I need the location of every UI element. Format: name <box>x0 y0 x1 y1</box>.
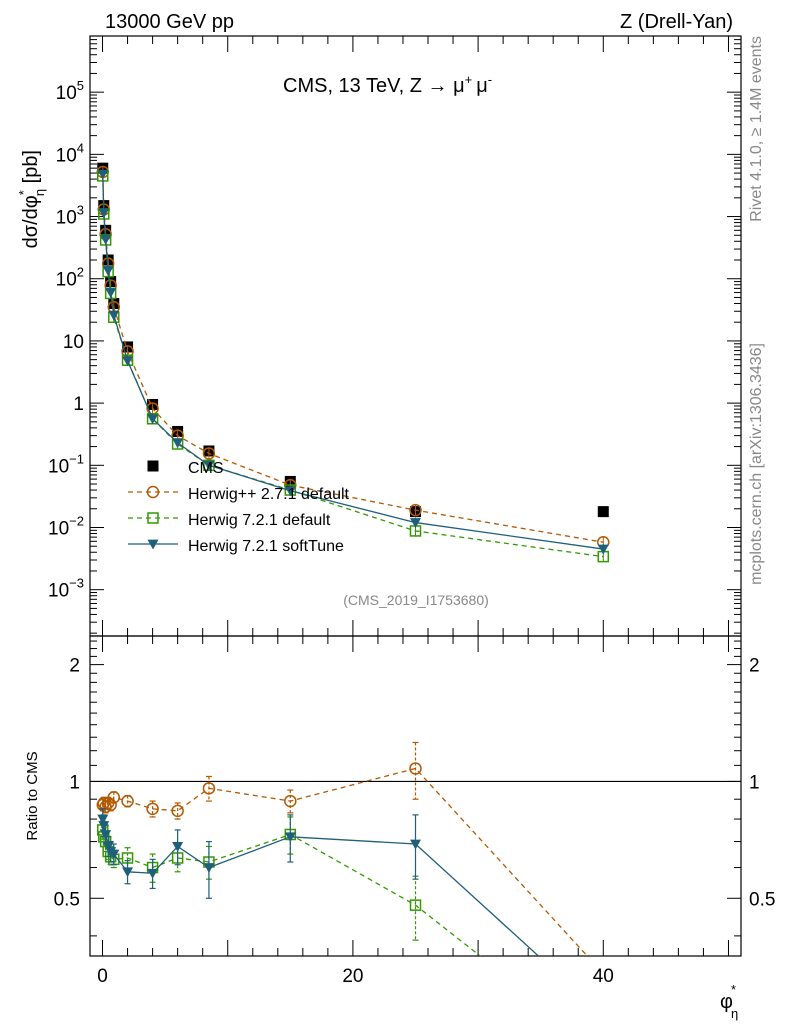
data-point <box>172 438 184 449</box>
ratio-series-herwig-2-7-1-default <box>96 741 589 956</box>
legend-marker <box>146 485 160 499</box>
y-axis-label: dσ/dφ*η [pb] <box>16 150 47 248</box>
x-tick-label: 40 <box>593 966 614 987</box>
series-herwig-7-2-1-softtune <box>97 169 609 555</box>
series-line <box>102 175 604 558</box>
data-point <box>410 518 421 529</box>
header-right: Z (Drell-Yan) <box>620 11 733 33</box>
ratio-axis-ticks: 2 2 1 1 0.5 0.5 0 20 40 <box>54 636 775 987</box>
legend-marker <box>147 512 159 524</box>
ratio-point <box>108 849 120 860</box>
data-point <box>105 288 117 299</box>
ratio-series-herwig-7-2-1-softtune <box>97 808 609 1021</box>
ratio-y-tick-label: 2 <box>69 656 80 677</box>
ratio-point <box>284 794 297 808</box>
series-line <box>102 171 604 543</box>
legend-label: CMS <box>188 460 224 477</box>
data-point <box>100 234 112 245</box>
legend-label: Herwig++ 2.7.1 default <box>188 486 350 503</box>
series-line <box>102 174 604 550</box>
legend-marker <box>147 539 159 550</box>
legend-label: Herwig 7.2.1 default <box>188 512 331 529</box>
ratio-y-tick-label-right: 2 <box>749 656 760 677</box>
x-axis-label: φ* η <box>720 982 738 1021</box>
ratio-point <box>284 832 296 843</box>
y-tick-label: 105 <box>56 78 84 104</box>
legend: CMS Herwig++ 2.7.1 default Herwig 7.2.1 de… <box>128 460 350 555</box>
ratio-point <box>202 782 216 795</box>
ratio-point <box>146 802 159 816</box>
x-tick-label: 0 <box>97 966 108 987</box>
legend-label: Herwig 7.2.1 softTune <box>188 538 344 555</box>
main-series-layer <box>96 162 610 563</box>
ratio-y-tick-label-right: 0.5 <box>749 889 775 910</box>
header-left: 13000 GeV pp <box>105 11 234 33</box>
data-point <box>102 266 114 277</box>
ratio-point <box>104 798 117 812</box>
ratio-series-layer <box>96 741 609 1021</box>
data-point <box>202 447 216 460</box>
data-point <box>122 356 134 367</box>
data-point <box>597 544 609 555</box>
ratio-point <box>598 1011 609 1021</box>
y-tick-label: 1 <box>73 394 84 415</box>
y-tick-label: 104 <box>56 140 84 166</box>
x-tick-label: 20 <box>342 966 363 987</box>
rivet-version-label: Rivet 4.1.0, ≥ 1.4M events <box>748 36 765 222</box>
mcplots-label: mcplots.cern.ch [arXiv:1306.3436] <box>748 343 765 585</box>
legend-entry: Herwig++ 2.7.1 default <box>128 485 350 503</box>
y-tick-label: 103 <box>56 203 84 229</box>
series-herwig-7-2-1-default <box>97 170 610 563</box>
ratio-point <box>409 899 422 911</box>
ratio-y-tick-label-right: 1 <box>749 772 760 793</box>
ratio-series-herwig-7-2-1-default <box>97 816 482 956</box>
y-tick-label: 10 <box>63 332 84 353</box>
data-point <box>108 310 120 321</box>
y-tick-label: 102 <box>56 265 84 291</box>
legend-entry: Herwig 7.2.1 softTune <box>128 538 344 555</box>
data-point <box>97 169 109 180</box>
ratio-y-axis-label: Ratio to CMS <box>24 751 41 840</box>
ratio-point <box>409 762 422 775</box>
chart-title: CMS, 13 TeV, Z → μ+ μ- <box>283 72 492 97</box>
ratio-point <box>172 842 184 852</box>
data-point <box>597 506 609 518</box>
data-point <box>284 486 296 497</box>
y-tick-label: 10−2 <box>48 513 84 539</box>
legend-entry: Herwig 7.2.1 default <box>128 512 331 529</box>
data-point <box>98 208 110 219</box>
data-point <box>203 460 215 471</box>
ratio-point <box>147 868 159 879</box>
y-tick-label: 10−1 <box>48 451 84 477</box>
legend-entry: CMS <box>147 460 224 477</box>
ratio-point <box>121 794 134 808</box>
ratio-point <box>410 839 421 850</box>
ratio-y-tick-label: 0.5 <box>54 889 80 910</box>
ratio-panel: 2 2 1 1 0.5 0.5 0 20 40 Ratio to CMS <box>24 635 775 1021</box>
ratio-point <box>97 814 109 825</box>
ratio-point <box>203 863 215 874</box>
ratio-point <box>107 791 121 804</box>
analysis-id-label: (CMS_2019_I1753680) <box>343 592 489 608</box>
legend-marker <box>147 460 159 472</box>
ratio-point <box>171 804 184 818</box>
ratio-point <box>100 830 112 840</box>
data-point <box>409 503 422 517</box>
ratio-point <box>122 867 134 878</box>
series-cms <box>97 162 609 518</box>
ratio-y-tick-label: 1 <box>69 772 80 793</box>
ratio-frame <box>89 635 742 957</box>
data-point <box>147 414 159 425</box>
y-tick-label: 10−3 <box>48 576 84 602</box>
series-herwig-2-7-1-default <box>96 165 610 549</box>
